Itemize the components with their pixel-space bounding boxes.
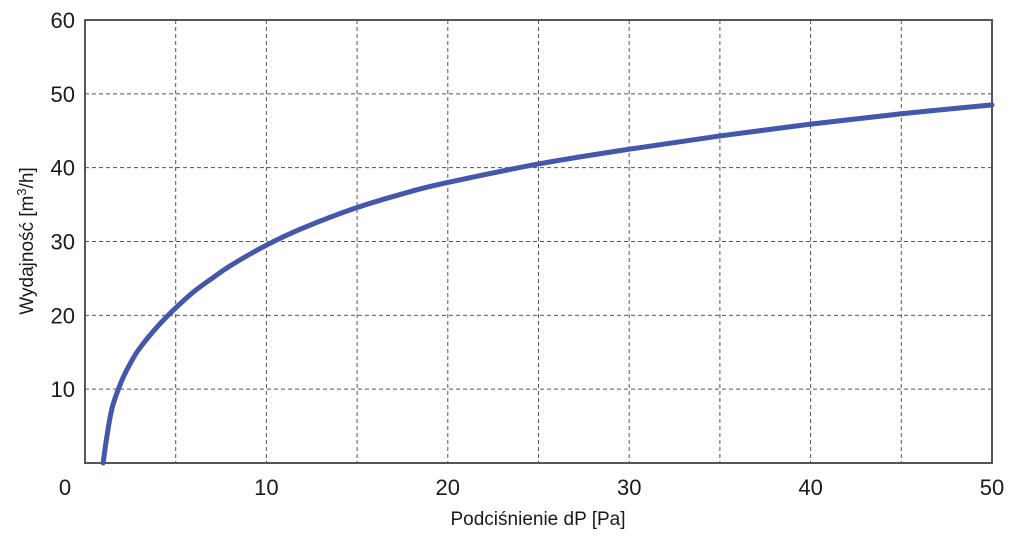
y-tick-label: 10	[51, 377, 75, 402]
x-tick-label: 10	[254, 475, 278, 500]
plot-frame	[84, 19, 993, 464]
x-tick-labels: 0 10 20 30 40 50	[59, 475, 1004, 500]
x-tick-label: 0	[59, 475, 71, 500]
x-axis-title: Podciśnienie dP [Pa]	[451, 509, 626, 530]
y-tick-label: 30	[51, 230, 75, 255]
y-tick-label: 20	[51, 303, 75, 328]
x-tick-label: 40	[798, 475, 822, 500]
y-axis-title-sup: 3	[14, 188, 29, 195]
grid-lines	[85, 20, 992, 463]
y-tick-label: 50	[51, 82, 75, 107]
x-tick-label: 30	[617, 475, 641, 500]
y-axis-title: Wydajność [m3/h]	[14, 167, 38, 315]
y-axis-title-main: Wydajność [m	[17, 196, 38, 315]
x-tick-label: 50	[980, 475, 1004, 500]
x-tick-label: 20	[436, 475, 460, 500]
y-tick-labels: 10 20 30 40 50 60	[51, 8, 75, 402]
series-line	[100, 102, 995, 466]
y-axis-title-tail: /h]	[17, 167, 38, 188]
y-tick-label: 40	[51, 156, 75, 181]
y-tick-label: 60	[51, 8, 75, 33]
